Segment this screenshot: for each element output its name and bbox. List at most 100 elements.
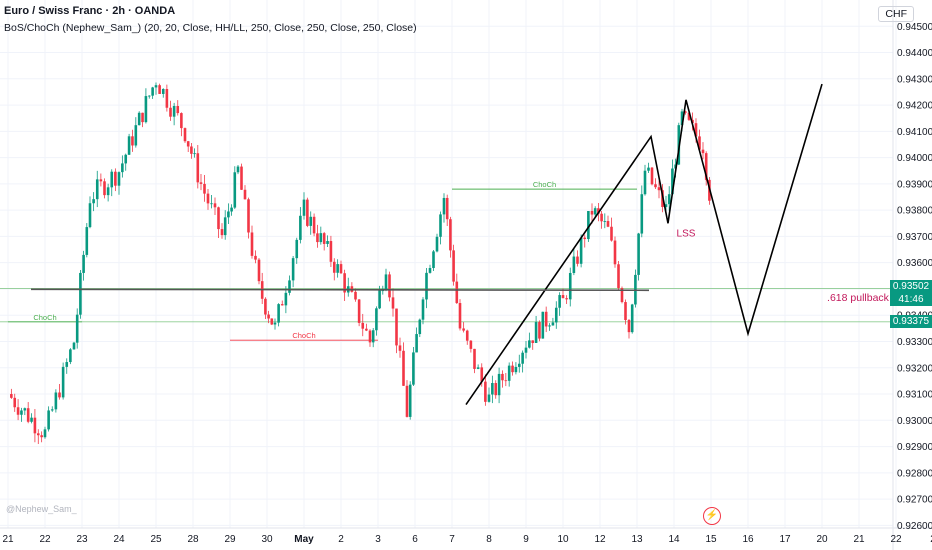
price-tick-label: 0.93800 <box>897 206 932 217</box>
candle-body <box>391 297 395 309</box>
candle-body <box>99 179 103 182</box>
candle-body <box>354 291 357 300</box>
candle-body <box>277 304 280 323</box>
candle-body <box>587 211 590 240</box>
candle-body <box>494 383 498 396</box>
candle-body <box>196 153 200 183</box>
candle-body <box>544 311 548 327</box>
candle-body <box>131 136 134 146</box>
candle-body <box>332 261 336 273</box>
lightning-icon[interactable]: ⚡ <box>703 507 721 525</box>
time-tick-label: 28 <box>187 534 199 545</box>
candle-body <box>435 236 439 252</box>
candle-body <box>16 407 20 415</box>
indicator-legend[interactable]: BoS/ChoCh (Nephew_Sam_) (20, 20, Close, … <box>4 22 417 34</box>
candle-body <box>254 255 257 260</box>
candle-body <box>117 172 121 186</box>
candle-body <box>465 330 469 341</box>
candle-body <box>487 394 491 402</box>
time-axis[interactable]: 21 22 23 24 25 28 29 30 May 2 3 6 7 8 9 10 12 13 14 15 16 17 2… <box>2 534 932 545</box>
currency-label[interactable]: CHF <box>878 6 914 22</box>
candle-body <box>306 199 309 226</box>
candle-body <box>240 166 243 190</box>
candle-body <box>47 410 50 430</box>
price-tick-label: 0.93300 <box>897 337 932 348</box>
candle-body <box>106 187 110 196</box>
drawings[interactable] <box>30 83 823 405</box>
candle-body <box>137 112 141 126</box>
candle-body <box>190 146 193 154</box>
candle-body <box>79 272 82 315</box>
candle-body <box>484 381 487 402</box>
time-tick-label: 22 <box>890 534 902 545</box>
candle-body <box>654 184 657 188</box>
candle-body <box>40 435 43 438</box>
candle-body <box>610 226 613 241</box>
annotation-label: LSS <box>677 228 696 239</box>
choch-label: ChoCh <box>533 180 556 189</box>
candle-body <box>124 154 128 164</box>
candle-body <box>524 347 528 353</box>
time-tick-label: 7 <box>449 534 455 545</box>
candle-body <box>671 168 674 195</box>
candle-body <box>617 264 620 289</box>
candle-body <box>186 141 190 147</box>
candle-body <box>267 314 270 319</box>
candle-body <box>270 318 274 325</box>
candle-body <box>92 199 95 204</box>
candle-body <box>295 239 299 259</box>
candle-body <box>206 193 210 204</box>
candle-body <box>541 311 545 339</box>
candle-body <box>72 342 76 350</box>
candle-body <box>82 254 85 273</box>
candle-body <box>664 204 668 208</box>
candle-body <box>497 373 501 396</box>
candle-body <box>521 352 524 364</box>
candle-body <box>395 308 398 346</box>
candle-body <box>620 288 624 303</box>
candle-body <box>127 136 131 155</box>
price-tick-label: 0.94300 <box>897 74 932 85</box>
candle-body <box>169 107 172 117</box>
time-tick-label: 9 <box>523 534 529 545</box>
price-tick-label: 0.93600 <box>897 258 932 269</box>
candle-body <box>316 233 319 243</box>
candle-body <box>322 233 326 244</box>
candle-body <box>288 280 291 293</box>
price-tick-label: 0.93000 <box>897 416 932 427</box>
candle-body <box>165 89 169 108</box>
candle-body <box>365 328 368 331</box>
price-tick-label: 0.93200 <box>897 363 932 374</box>
candle-body <box>657 187 661 191</box>
candle-body <box>684 111 687 113</box>
candle-body <box>284 292 288 306</box>
price-tick-label: 0.94500 <box>897 22 932 33</box>
candle-body <box>88 203 92 228</box>
candle-body <box>61 366 65 398</box>
candle-body <box>110 171 114 188</box>
candle-body <box>217 207 220 230</box>
candle-body <box>531 340 535 343</box>
candle-body <box>398 345 402 351</box>
candle-body <box>565 298 568 300</box>
symbol-title[interactable]: Euro / Swiss Franc · 2h · OANDA <box>4 5 176 17</box>
candle-body <box>388 274 391 298</box>
candle-body <box>144 96 148 123</box>
candle-body <box>213 203 217 208</box>
candle-body <box>455 281 459 304</box>
candle-body <box>408 384 412 417</box>
candle-body <box>43 429 47 438</box>
level-price-value: 0.93375 <box>892 315 930 327</box>
price-axis[interactable]: 0.94500 0.94400 0.94300 0.94200 0.94100 0.940… <box>897 22 932 532</box>
pullback-line <box>30 288 650 292</box>
candle-body <box>384 274 388 291</box>
candle-body <box>20 410 23 415</box>
choch-label: ChoCh <box>292 331 315 340</box>
annotations: LSS .618 pullback <box>677 228 890 303</box>
candle-body <box>264 298 267 315</box>
candle-body <box>357 299 361 323</box>
candle-body <box>121 163 124 173</box>
candle-body <box>576 256 579 264</box>
candle-body <box>572 256 576 273</box>
